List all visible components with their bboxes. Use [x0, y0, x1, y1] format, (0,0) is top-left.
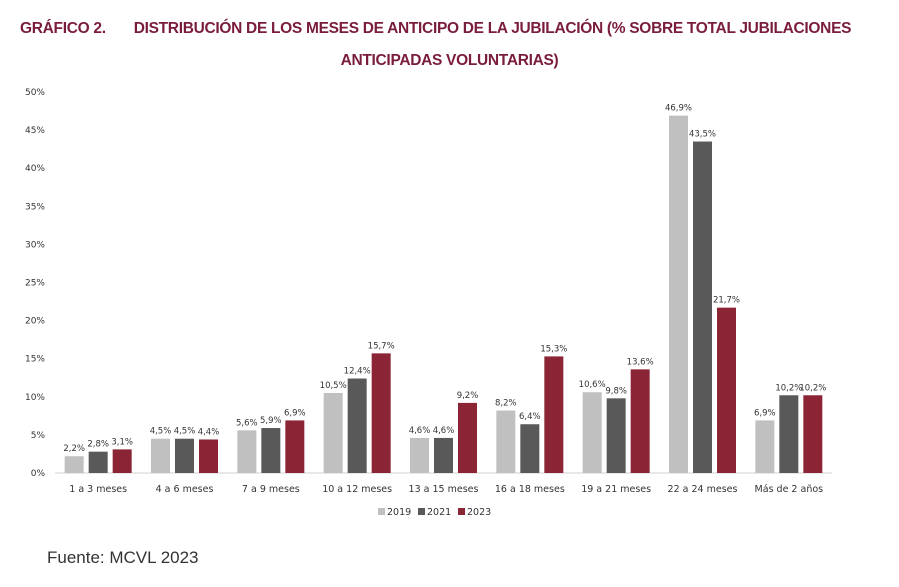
- y-tick-label: 50%: [25, 88, 45, 98]
- y-tick-label: 40%: [25, 164, 45, 174]
- bar-2021: [520, 424, 540, 473]
- chart-title-line2: ANTICIPADAS VOLUNTARIAS): [340, 52, 559, 69]
- data-label: 46,9%: [665, 104, 692, 114]
- data-label: 4,5%: [174, 427, 196, 437]
- x-tick-label: 4 a 6 meses: [156, 484, 214, 495]
- bar-2019: [323, 392, 343, 473]
- legend-swatch-2021: [418, 508, 425, 515]
- y-tick-label: 35%: [25, 202, 45, 212]
- data-label: 5,9%: [260, 416, 282, 426]
- y-tick-label: 20%: [25, 317, 45, 327]
- legend-label: 2019: [387, 507, 411, 518]
- bar-2019: [64, 456, 84, 473]
- bar-2023: [630, 369, 650, 473]
- x-tick-label: 19 a 21 meses: [581, 484, 651, 495]
- x-tick-label: 16 a 18 meses: [495, 484, 565, 495]
- legend-swatch-2019: [378, 508, 385, 515]
- bar-2019: [582, 392, 602, 473]
- x-tick-label: 22 a 24 meses: [668, 484, 738, 495]
- x-tick-label: 13 a 15 meses: [409, 484, 479, 495]
- x-tick-label: 10 a 12 meses: [322, 484, 392, 495]
- chart-title-line1: GRÁFICO 2. DISTRIBUCIÓN DE LOS MESES DE A…: [20, 20, 899, 38]
- source-note: Fuente: MCVL 2023: [47, 548, 199, 567]
- y-tick-label: 45%: [25, 126, 45, 136]
- data-label: 15,3%: [540, 344, 567, 354]
- data-label: 3,1%: [111, 437, 133, 447]
- bar-2021: [88, 451, 108, 473]
- data-label: 4,6%: [409, 426, 431, 436]
- bar-2021: [434, 437, 453, 473]
- data-label: 4,6%: [433, 426, 455, 436]
- bar-2021: [347, 378, 367, 473]
- legend-swatch-2023: [458, 508, 465, 515]
- bar-2023: [112, 449, 132, 473]
- y-tick-label: 15%: [25, 355, 45, 365]
- legend-label: 2021: [427, 507, 451, 518]
- data-label: 43,5%: [689, 130, 716, 140]
- data-label: 4,4%: [198, 427, 220, 437]
- bar-2023: [717, 307, 736, 473]
- data-label: 13,6%: [627, 357, 654, 367]
- bar-2021: [606, 398, 626, 473]
- bar-2021: [261, 428, 281, 473]
- y-tick-label: 5%: [31, 431, 46, 441]
- data-label: 10,2%: [799, 383, 826, 393]
- data-label: 12,4%: [344, 367, 371, 377]
- data-label: 8,2%: [495, 399, 517, 409]
- data-label: 10,6%: [579, 380, 606, 390]
- data-label: 9,2%: [457, 391, 479, 401]
- x-tick-label: 7 a 9 meses: [242, 484, 300, 495]
- data-label: 5,6%: [236, 418, 258, 428]
- data-label: 10,5%: [320, 381, 347, 391]
- bar-2023: [803, 395, 823, 473]
- y-tick-label: 10%: [25, 393, 45, 403]
- data-label: 2,2%: [63, 444, 85, 454]
- x-tick-label: 1 a 3 meses: [69, 484, 127, 495]
- bar-2023: [371, 353, 391, 473]
- bar-2021: [779, 395, 799, 473]
- data-label: 4,5%: [150, 427, 172, 437]
- title-text: DISTRIBUCIÓN DE LOS MESES DE ANTICIPO DE…: [133, 20, 852, 37]
- bar-2023: [458, 402, 477, 473]
- data-label: 9,8%: [605, 386, 627, 396]
- bar-2021: [175, 438, 194, 473]
- bar-2023: [285, 420, 305, 473]
- x-tick-label: Más de 2 años: [755, 484, 824, 495]
- data-label: 21,7%: [713, 296, 740, 306]
- bar-2019: [410, 437, 429, 473]
- legend-label: 2023: [467, 507, 491, 518]
- data-label: 6,9%: [754, 408, 776, 418]
- data-label: 10,2%: [775, 383, 802, 393]
- y-tick-label: 25%: [25, 279, 45, 289]
- y-tick-label: 0%: [31, 469, 46, 479]
- bar-2019: [151, 438, 170, 473]
- bar-2023: [199, 439, 218, 473]
- bar-2021: [693, 141, 712, 473]
- data-label: 6,4%: [519, 412, 541, 422]
- data-label: 6,9%: [284, 408, 306, 418]
- data-label: 15,7%: [368, 341, 395, 351]
- figure-number: GRÁFICO 2.: [20, 20, 106, 37]
- bar-2019: [237, 430, 257, 473]
- bar-2019: [755, 420, 775, 473]
- data-label: 2,8%: [87, 440, 109, 450]
- bar-2023: [544, 356, 564, 473]
- y-tick-label: 30%: [25, 240, 45, 250]
- bar-2019: [496, 410, 516, 473]
- bar-2019: [669, 115, 688, 473]
